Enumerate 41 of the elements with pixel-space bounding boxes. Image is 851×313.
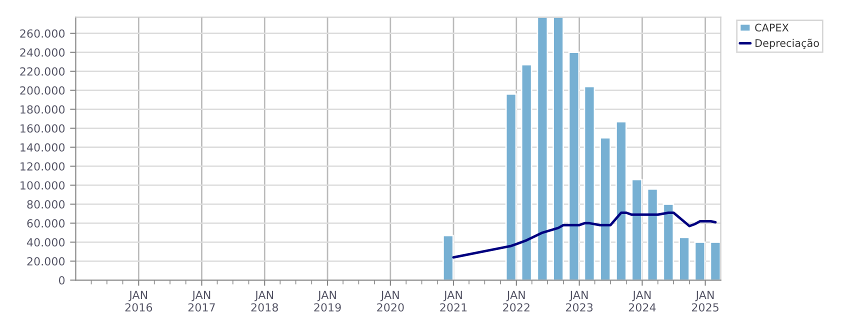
- x-tick-label: JAN 2020: [377, 290, 404, 312]
- x-tick-label: JAN 2016: [125, 290, 152, 312]
- bar: [442, 234, 454, 280]
- bar: [600, 137, 612, 280]
- bar: [552, 17, 564, 280]
- bar: [631, 178, 643, 280]
- bar: [678, 236, 690, 280]
- bar: [646, 188, 658, 280]
- x-tick-label: JAN 2021: [440, 290, 467, 312]
- y-tick-label: 60.000: [27, 219, 65, 228]
- x-tick-label: JAN 2023: [566, 290, 593, 312]
- y-tick-label: 180.000: [20, 105, 65, 114]
- bar: [568, 52, 580, 280]
- bar: [520, 64, 532, 280]
- bar: [584, 86, 596, 280]
- x-tick-label: JAN 2025: [692, 290, 718, 312]
- bar: [694, 241, 706, 280]
- y-tick-label: 220.000: [20, 67, 65, 76]
- y-tick-label: 260.000: [20, 29, 65, 38]
- y-tick-label: 100.000: [20, 181, 65, 190]
- bar: [615, 120, 627, 280]
- y-tick-label: 20.000: [27, 257, 65, 266]
- x-tick-label: JAN 2019: [314, 290, 341, 312]
- x-tick-label: JAN 2017: [188, 290, 215, 312]
- x-tick-label: JAN 2024: [628, 290, 656, 312]
- x-tick-label: JAN 2018: [251, 290, 278, 312]
- y-tick-label: 40.000: [26, 238, 65, 247]
- bar: [505, 93, 517, 280]
- legend-label: CAPEX: [755, 24, 789, 32]
- y-tick-label: 240.000: [20, 48, 65, 57]
- x-tick-label: JAN 2022: [503, 290, 530, 312]
- y-tick-label: 80.000: [27, 200, 65, 209]
- bar: [662, 204, 674, 280]
- y-tick-label: 0: [58, 276, 65, 285]
- bar: [536, 17, 548, 280]
- y-tick-label: 200.000: [20, 86, 65, 95]
- legend-label: Depreciação: [756, 38, 819, 50]
- y-tick-label: 120.000: [20, 162, 65, 171]
- line-series: [452, 211, 717, 259]
- y-tick-label: 140.000: [20, 143, 65, 152]
- y-tick-label: 160.000: [20, 124, 65, 133]
